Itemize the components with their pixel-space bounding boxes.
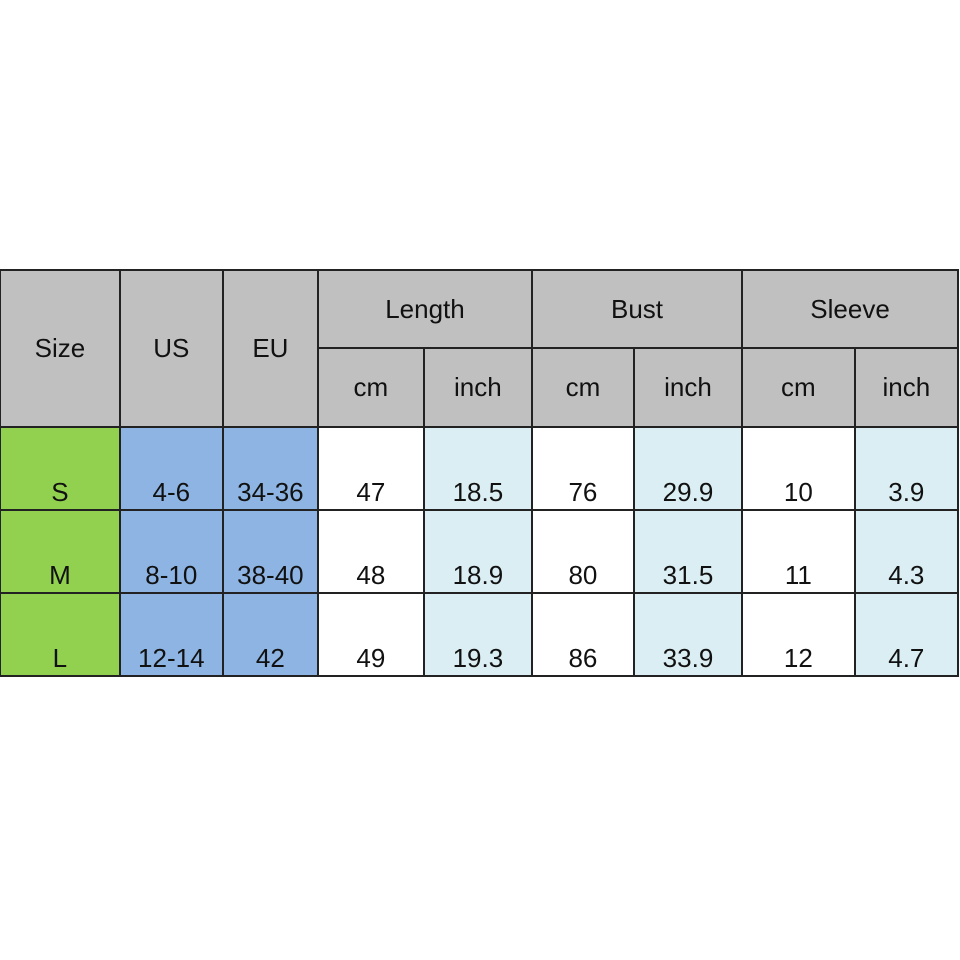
table-row: M 8-10 38-40 48 18.9 80 31.5 11 4.3 bbox=[0, 509, 960, 594]
header-unit: inch bbox=[422, 347, 533, 428]
us-cell: 8-10 bbox=[118, 509, 224, 594]
size-cell: M bbox=[0, 509, 121, 594]
length-inch-cell: 18.9 bbox=[422, 509, 533, 594]
eu-cell: 42 bbox=[221, 592, 319, 677]
bust-inch-cell: 33.9 bbox=[632, 592, 744, 677]
bust-inch-cell: 29.9 bbox=[632, 426, 744, 511]
header-eu: EU bbox=[221, 269, 319, 428]
table-row: L 12-14 42 49 19.3 86 33.9 12 4.7 bbox=[0, 592, 960, 677]
header-unit: cm bbox=[316, 347, 425, 428]
eu-cell: 38-40 bbox=[221, 509, 319, 594]
header-length: Length bbox=[316, 269, 533, 349]
length-cm-cell: 48 bbox=[316, 509, 425, 594]
sleeve-cm-cell: 12 bbox=[741, 592, 856, 677]
eu-cell: 34-36 bbox=[221, 426, 319, 511]
header-unit: cm bbox=[741, 347, 856, 428]
length-inch-cell: 19.3 bbox=[422, 592, 533, 677]
bust-inch-cell: 31.5 bbox=[632, 509, 744, 594]
header-us: US bbox=[118, 269, 224, 428]
sleeve-cm-cell: 11 bbox=[741, 509, 856, 594]
header-unit: inch bbox=[853, 347, 960, 428]
length-cm-cell: 47 bbox=[316, 426, 425, 511]
header-unit: inch bbox=[632, 347, 744, 428]
header-unit: cm bbox=[530, 347, 635, 428]
sleeve-cm-cell: 10 bbox=[741, 426, 856, 511]
table-row: S 4-6 34-36 47 18.5 76 29.9 10 3.9 bbox=[0, 426, 960, 511]
header-sleeve: Sleeve bbox=[741, 269, 959, 349]
us-cell: 4-6 bbox=[118, 426, 224, 511]
bust-cm-cell: 80 bbox=[530, 509, 635, 594]
size-chart-table: Size US EU Length Bust Sleeve cm inch cm… bbox=[0, 269, 960, 677]
header-size: Size bbox=[0, 269, 121, 428]
bust-cm-cell: 76 bbox=[530, 426, 635, 511]
sleeve-inch-cell: 4.3 bbox=[853, 509, 960, 594]
header-bust: Bust bbox=[530, 269, 744, 349]
length-cm-cell: 49 bbox=[316, 592, 425, 677]
length-inch-cell: 18.5 bbox=[422, 426, 533, 511]
size-cell: S bbox=[0, 426, 121, 511]
sleeve-inch-cell: 4.7 bbox=[853, 592, 960, 677]
sleeve-inch-cell: 3.9 bbox=[853, 426, 960, 511]
bust-cm-cell: 86 bbox=[530, 592, 635, 677]
size-cell: L bbox=[0, 592, 121, 677]
us-cell: 12-14 bbox=[118, 592, 224, 677]
